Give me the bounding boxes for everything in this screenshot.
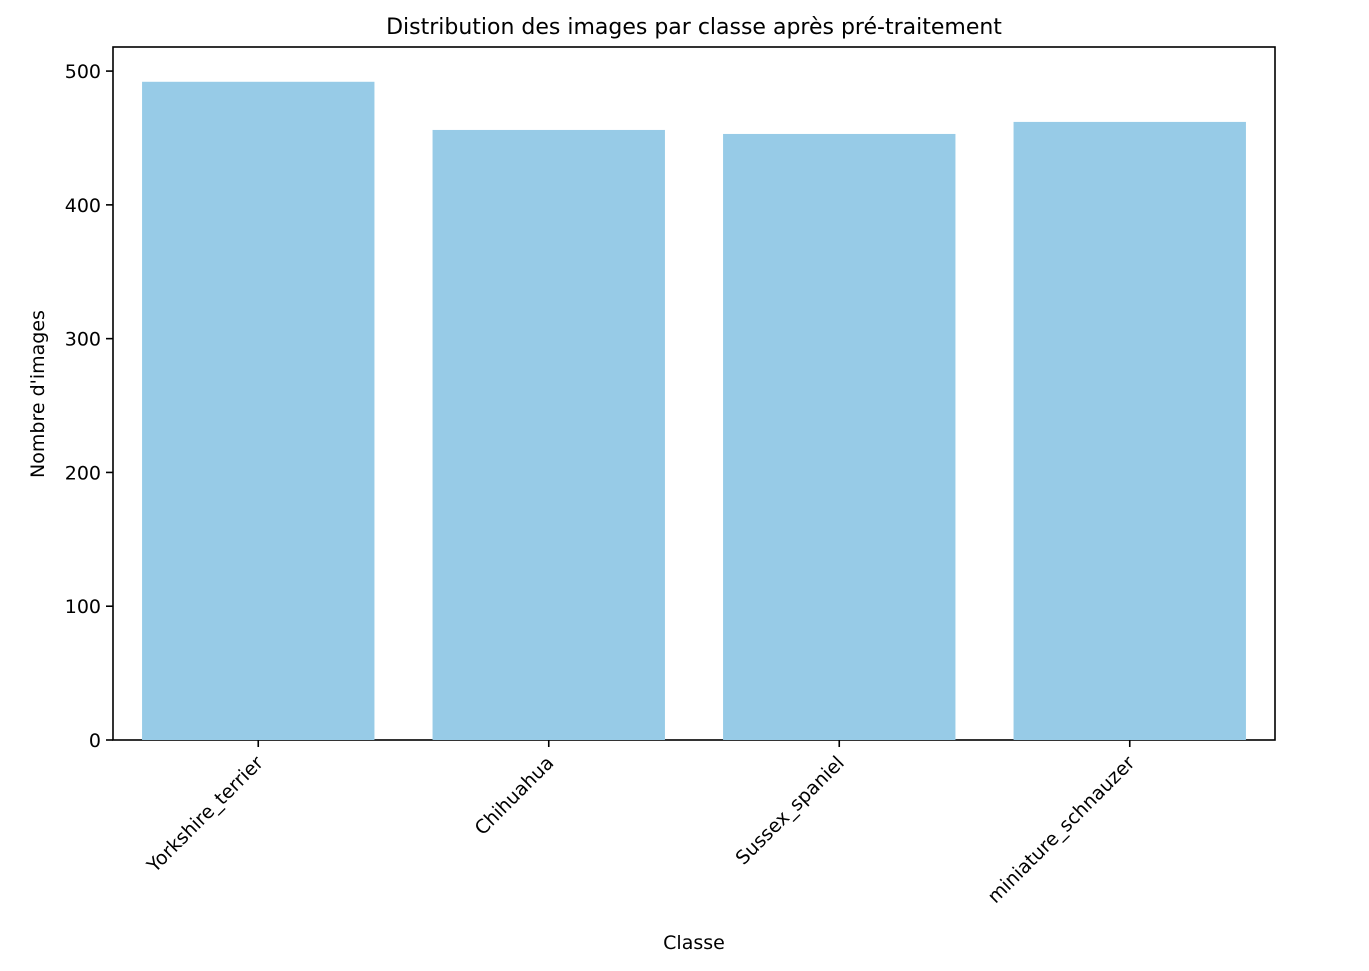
- y-tick-label: 200: [65, 462, 101, 484]
- bar-Yorkshire_terrier: [142, 81, 375, 740]
- y-axis-label: Nombre d'images: [27, 310, 49, 478]
- y-tick-label: 400: [65, 195, 101, 217]
- y-tick-label: 100: [65, 596, 101, 618]
- y-axis-ticks: 0 100 200 300 400 500: [65, 61, 113, 752]
- y-tick-label: 0: [89, 730, 101, 752]
- chart-title: Distribution des images par classe après…: [386, 15, 1002, 40]
- x-axis-ticks: Yorkshire_terrier Chihuahua Sussex_spaniel…: [142, 740, 1139, 908]
- x-tick-label: Yorkshire_terrier: [142, 752, 268, 878]
- x-tick-label: Sussex_spaniel: [731, 752, 848, 869]
- bar-miniature_schnauzer: [1013, 121, 1246, 740]
- plot-frame: [112, 46, 1276, 741]
- y-tick-label: 300: [65, 329, 101, 351]
- x-tick-label: miniature_schnauzer: [983, 752, 1139, 908]
- x-axis-label: Classe: [663, 932, 725, 954]
- y-tick-label: 500: [65, 61, 101, 83]
- bar-Sussex_spaniel: [723, 133, 956, 740]
- bars-layer: [142, 81, 1246, 741]
- x-tick-label: Chihuahua: [471, 752, 559, 840]
- bar-Chihuahua: [432, 129, 665, 741]
